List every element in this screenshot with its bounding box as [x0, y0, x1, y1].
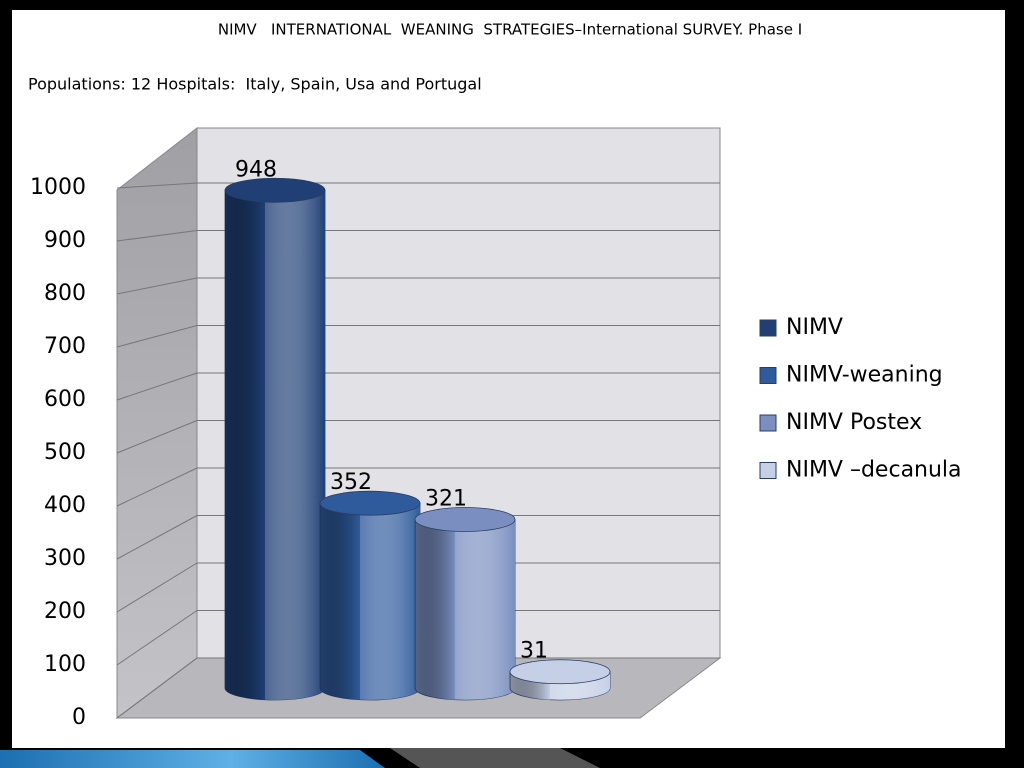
bar-top	[224, 177, 326, 203]
bar-top	[319, 490, 421, 516]
cylinder	[319, 490, 421, 701]
data-label: 352	[330, 470, 372, 495]
cylinder	[414, 507, 516, 701]
y-tick-label: 800	[44, 281, 86, 306]
grid-line	[116, 610, 198, 666]
legend-label: NIMV-weaning	[786, 363, 943, 388]
legend-swatch	[759, 367, 777, 384]
grid-line	[116, 657, 198, 719]
side-wall	[116, 126, 198, 719]
grid-line	[116, 562, 198, 613]
cylinder	[224, 177, 326, 701]
data-label: 321	[425, 486, 467, 511]
data-label: 948	[235, 157, 277, 182]
bar-shade	[415, 519, 515, 700]
grid-line	[116, 372, 198, 401]
y-tick-label: 300	[44, 546, 86, 571]
data-label: 31	[520, 639, 548, 664]
bar-top	[509, 659, 611, 685]
bar-shade	[320, 503, 420, 700]
y-tick-label: 0	[72, 705, 86, 730]
y-tick-label: 400	[44, 493, 86, 518]
grid-line	[116, 325, 198, 348]
legend-swatch	[759, 414, 777, 432]
cylinder	[509, 659, 611, 701]
y-tick-label: 1000	[30, 175, 86, 200]
y-tick-label: 600	[44, 387, 86, 412]
decoration	[390, 748, 600, 768]
y-tick-label: 100	[44, 652, 86, 677]
grid-line	[116, 420, 198, 454]
grid-line	[116, 515, 198, 560]
legend-label: NIMV –decanula	[786, 458, 962, 483]
legend-label: NIMV	[786, 315, 843, 340]
grid-line	[116, 467, 198, 507]
decoration	[0, 750, 385, 768]
y-tick-label: 900	[44, 228, 86, 253]
legend-swatch	[759, 319, 777, 337]
bar-top	[414, 507, 516, 532]
grid-line	[116, 277, 198, 295]
chart-subtitle: Populations: 12 Hospitals: Italy, Spain,…	[28, 75, 482, 94]
y-tick-label: 700	[44, 334, 86, 359]
y-tick-label: 200	[44, 599, 86, 624]
grid-line	[116, 182, 198, 189]
legend-swatch	[759, 462, 777, 479]
grid-line	[116, 230, 198, 242]
bar-shade	[225, 190, 325, 701]
legend-label: NIMV Postex	[786, 410, 922, 435]
y-tick-label: 500	[44, 440, 86, 465]
chart-title: NIMV INTERNATIONAL WEANING STRATEGIES–In…	[218, 21, 802, 39]
